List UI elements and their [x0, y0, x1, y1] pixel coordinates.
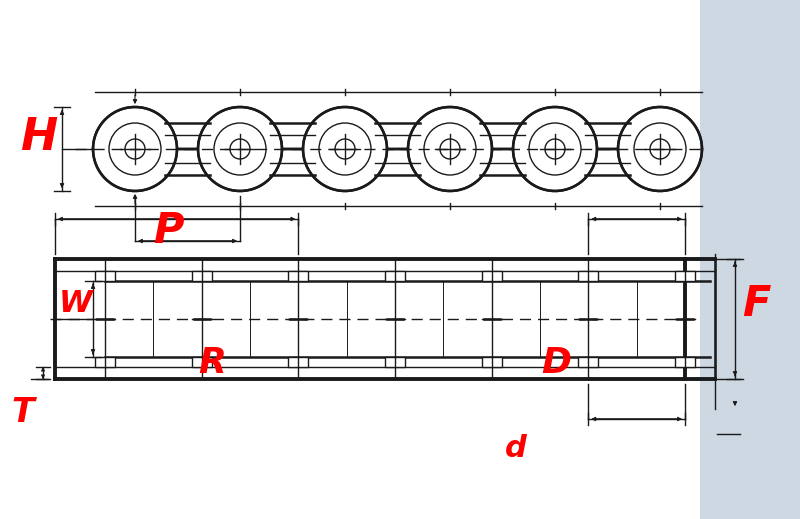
Bar — [95, 357, 115, 367]
Text: H: H — [20, 116, 57, 159]
Bar — [288, 357, 308, 367]
Bar — [675, 357, 695, 367]
Bar — [288, 271, 308, 281]
Bar — [578, 357, 598, 367]
Bar — [675, 271, 695, 281]
Bar — [385, 271, 405, 281]
Text: d: d — [505, 434, 527, 463]
Text: R: R — [198, 346, 226, 380]
Text: D: D — [541, 346, 571, 380]
Bar — [482, 357, 502, 367]
Text: T: T — [11, 396, 34, 429]
Bar — [482, 271, 502, 281]
Bar — [385, 357, 405, 367]
Bar — [578, 271, 598, 281]
Text: P: P — [153, 210, 183, 252]
Bar — [192, 271, 212, 281]
Bar — [700, 0, 800, 519]
Bar — [192, 357, 212, 367]
Text: F: F — [742, 283, 770, 324]
Text: W: W — [59, 289, 93, 318]
Bar — [95, 271, 115, 281]
